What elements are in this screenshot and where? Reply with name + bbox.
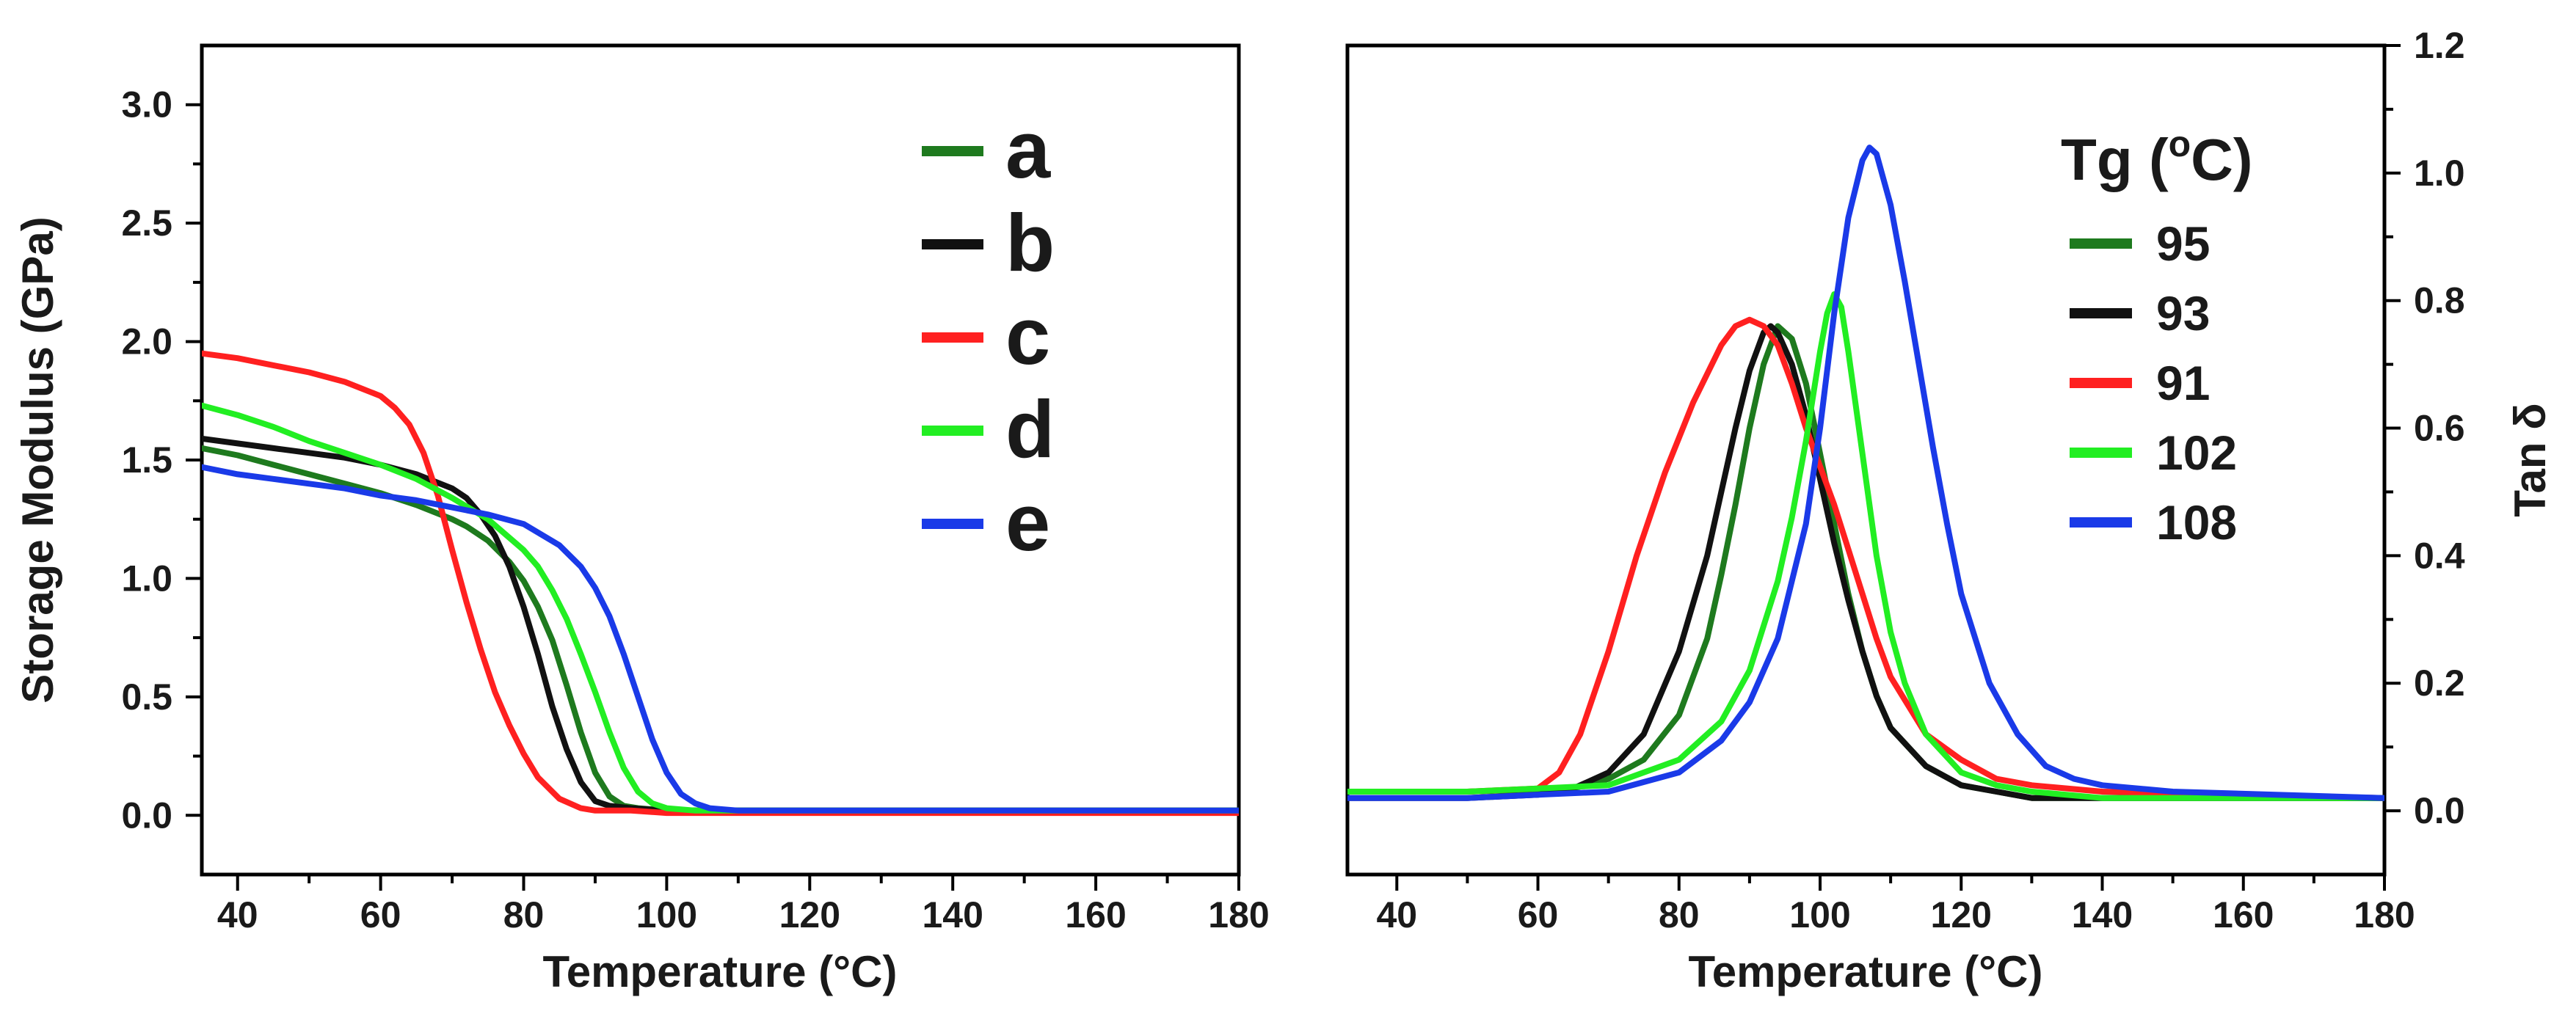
- legend-label: d: [1005, 384, 1055, 475]
- series-line-c: [202, 350, 1239, 817]
- legend-label: 102: [2156, 426, 2237, 480]
- y-tick-label: 2.0: [121, 321, 172, 362]
- x-tick-label: 120: [779, 894, 840, 935]
- legend-label: 93: [2156, 286, 2210, 340]
- x-tick-label: 100: [636, 894, 697, 935]
- y-tick-label: 0.5: [121, 676, 172, 718]
- series-line-93: [1347, 323, 2384, 801]
- legend-label: 108: [2156, 495, 2237, 550]
- legend-title: Tg (oC): [2061, 123, 2253, 192]
- series-line-b: [202, 435, 1239, 814]
- y-tick-label: 0.8: [2414, 280, 2465, 321]
- x-tick-label: 40: [1376, 894, 1417, 935]
- x-tick-label: 80: [503, 894, 545, 935]
- y-axis-title: Storage Modulus (GPa): [13, 216, 62, 703]
- plot-frame: [1345, 43, 2387, 877]
- x-tick-label: 140: [922, 894, 983, 935]
- x-tick-label: 180: [1208, 894, 1269, 935]
- x-axis-title: Temperature (°C): [543, 947, 898, 996]
- x-tick-label: 40: [217, 894, 258, 935]
- x-tick-label: 180: [2354, 894, 2415, 935]
- y-tick-label: 0.0: [2414, 790, 2465, 831]
- tan-delta-chart: 40 60 80 100 120 140 160 180 0.0 0.2 0.4 0.6 0.8 1.0 1…: [1345, 25, 2555, 996]
- x-tick-label: 120: [1931, 894, 1992, 935]
- x-tick-label: 140: [2072, 894, 2133, 935]
- y-tick-label: 1.5: [121, 439, 172, 481]
- y-axis-title: Tan δ: [2506, 403, 2555, 517]
- x-tick-label: 100: [1789, 894, 1850, 935]
- y-tick-label: 0.0: [121, 795, 172, 836]
- series-line-91: [1347, 316, 2384, 801]
- series-line-95: [1347, 323, 2384, 801]
- y-tick-label: 0.6: [2414, 408, 2465, 449]
- series-line-108: [1347, 145, 2384, 801]
- legend: Tg (oC) 95 93 91 102 108: [2061, 123, 2253, 550]
- x-tick-label: 160: [1065, 894, 1126, 935]
- storage-modulus-chart: 40 60 80 100 120 140 160 180 0.0 0.5 1.0 1.5 2.0 2.5 3…: [13, 43, 1270, 996]
- y-tick-label: 1.0: [2414, 153, 2465, 194]
- legend-label: c: [1005, 291, 1050, 382]
- y-tick-label: 3.0: [121, 84, 172, 125]
- legend-label: a: [1005, 105, 1051, 195]
- y-tick-label: 2.5: [121, 202, 172, 244]
- x-tick-label: 60: [360, 894, 401, 935]
- x-tick-label: 160: [2213, 894, 2274, 935]
- y-tick-label: 0.4: [2414, 535, 2465, 576]
- y-tick-label: 1.2: [2414, 25, 2465, 66]
- y-tick-label: 0.2: [2414, 663, 2465, 704]
- legend-label: 95: [2156, 216, 2210, 271]
- x-axis-title: Temperature (°C): [1689, 947, 2043, 996]
- x-tick-label: 60: [1518, 894, 1559, 935]
- series-line-a: [202, 445, 1239, 814]
- legend-label: e: [1005, 478, 1050, 568]
- legend-label: b: [1005, 198, 1055, 288]
- x-tick-label: 80: [1659, 894, 1700, 935]
- series-line-d: [202, 402, 1239, 814]
- y-tick-label: 1.0: [121, 558, 172, 599]
- series-line-e: [202, 464, 1239, 814]
- legend-label: 91: [2156, 356, 2210, 410]
